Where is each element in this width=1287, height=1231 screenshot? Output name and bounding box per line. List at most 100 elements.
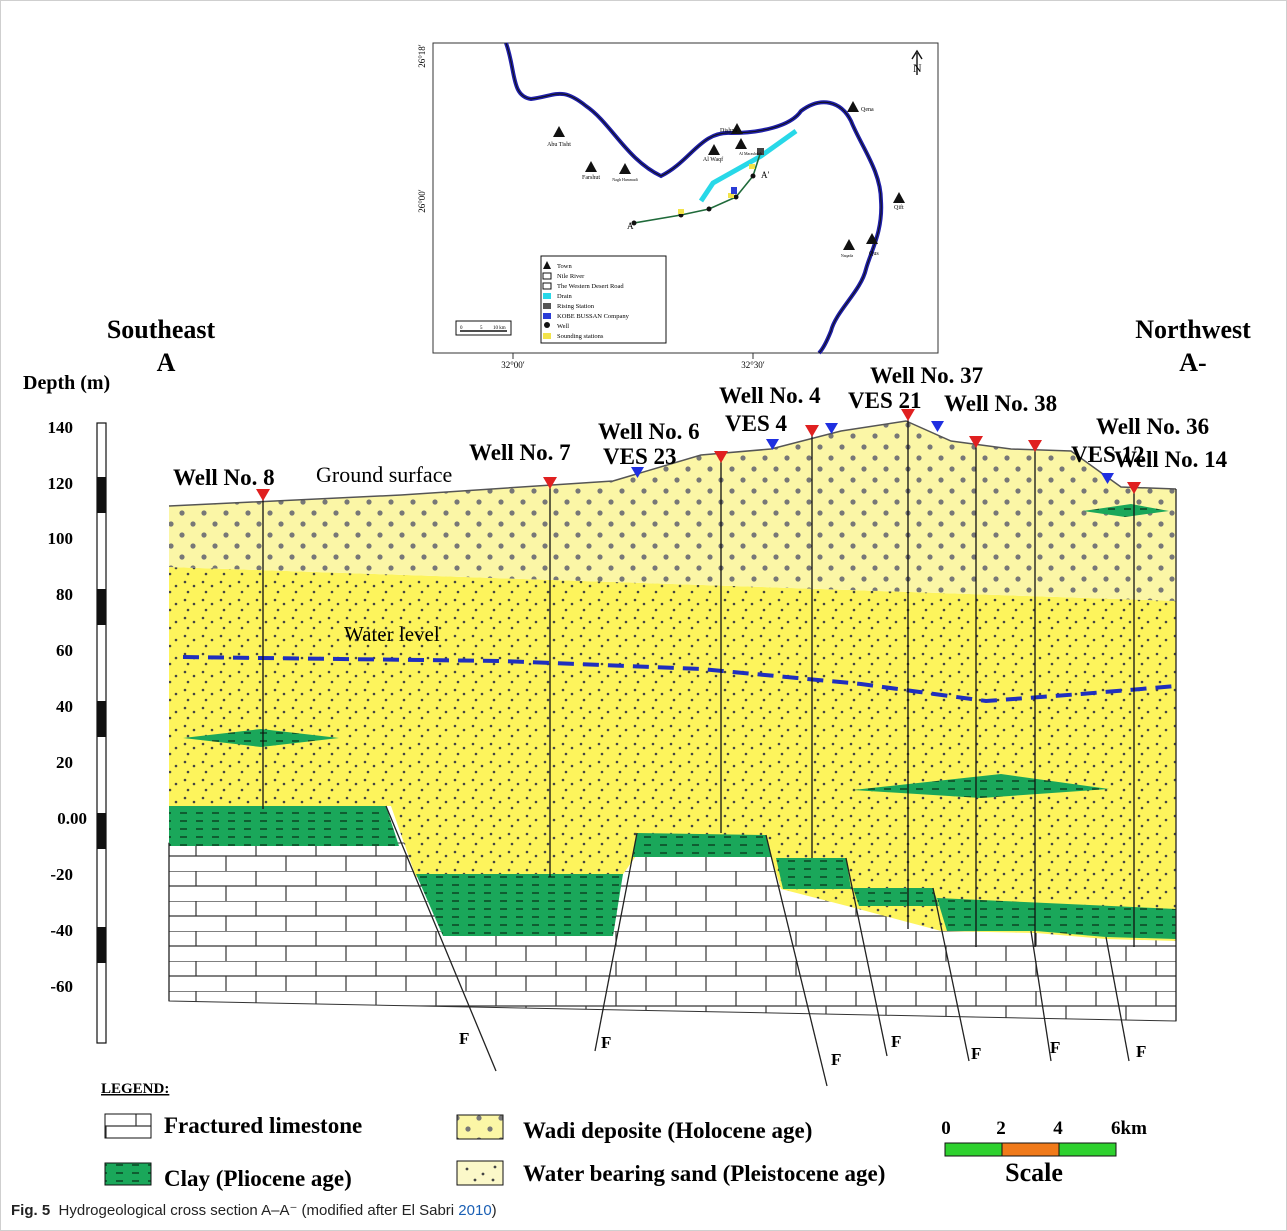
cross-section: F F F F F F F Water level Ground surface	[168, 363, 1228, 1087]
fault-line	[385, 805, 497, 1072]
well-lines	[262, 420, 1135, 947]
depth-scale-block	[97, 701, 106, 737]
sounding-station	[678, 209, 684, 214]
town-qena: Qena	[861, 107, 874, 113]
section-a-label: A	[157, 348, 176, 377]
ves-label: VES 23	[603, 444, 677, 469]
map-scale-tick: 0	[460, 326, 463, 331]
north-label: N	[913, 61, 922, 75]
figure-caption: Fig. 5 Hydrogeological cross section A–A…	[11, 1201, 497, 1219]
legend-title: LEGEND:	[101, 1081, 169, 1097]
legend-well-icon	[544, 322, 550, 328]
sounding-station	[728, 193, 734, 198]
lat-label-2: 26°00′	[417, 189, 427, 213]
well-label: Well No. 36	[1096, 414, 1209, 439]
kobe-bussan-marker	[731, 187, 737, 194]
well-label: Well No. 37	[870, 363, 983, 388]
legend-rising-station-icon	[543, 303, 551, 309]
town-qus: Qus	[869, 251, 879, 257]
ves-marker-icon	[825, 423, 838, 434]
fault-line	[1105, 936, 1130, 1062]
lat-label-1: 26°18′	[417, 44, 427, 68]
fault-label: F	[601, 1033, 611, 1052]
map-legend-item: The Western Desert Road	[557, 283, 624, 290]
location-map: 26°18′ 26°00′ 32°00′ 32°30′ A A′ Qena Di…	[417, 42, 939, 370]
lon-label-2: 32°30′	[741, 360, 765, 370]
section-point	[750, 173, 756, 179]
town-dishna: Dishna	[720, 128, 737, 134]
map-scale-tick: 5	[480, 326, 483, 331]
depth-tick: 60	[56, 641, 73, 660]
well-label: Well No. 4	[719, 383, 821, 408]
legend-river-icon	[542, 272, 552, 280]
depth-tick: 40	[56, 697, 73, 716]
fault-lines	[168, 489, 1177, 1087]
section-point	[631, 220, 637, 226]
ves-marker-icon	[766, 439, 779, 450]
town-nagh-hammadi: Nagh Hammadi	[612, 177, 638, 182]
ground-surface-label: Ground surface	[316, 462, 452, 487]
legend-item-clay: Clay (Pliocene age)	[164, 1166, 352, 1191]
map-legend-item: Sounding stations	[557, 333, 604, 340]
wadi-deposit-layer	[169, 421, 1176, 601]
well-marker-icon	[969, 436, 983, 448]
depth-scale-block	[97, 927, 106, 963]
well-marker-icon	[543, 477, 557, 489]
depth-tick: 100	[48, 529, 74, 548]
depth-tick: 120	[48, 474, 74, 493]
wadi-swatch-icon	[456, 1114, 504, 1140]
legend-company-icon	[543, 313, 551, 319]
drain	[698, 128, 798, 203]
southeast-label: Southeast	[107, 315, 216, 344]
well-marker-icon	[256, 489, 270, 501]
fault-line	[765, 834, 828, 1087]
clay-lens	[183, 729, 339, 747]
section-line-a-a	[633, 150, 762, 224]
clay-swatch-icon	[104, 1162, 152, 1186]
section-legend: LEGEND: Fractured limestone Wadi deposit…	[101, 1081, 885, 1191]
well-label: Well No. 8	[173, 465, 275, 490]
depth-tick: -60	[50, 977, 73, 996]
town-farshut: Farshut	[582, 175, 600, 181]
clay-lens	[853, 774, 1109, 798]
map-legend-item: Town	[557, 263, 572, 270]
section-point	[706, 206, 712, 212]
town-icon	[847, 101, 859, 112]
northwest-label: Northwest	[1135, 315, 1251, 344]
well-label: Well No. 7	[469, 440, 571, 465]
caption-end: )	[491, 1202, 497, 1219]
sounding-station	[749, 164, 755, 169]
well-label: Well No. 14	[1114, 447, 1228, 472]
cross-section-figure: 26°18′ 26°00′ 32°00′ 32°30′ A A′ Qena Di…	[23, 42, 1251, 1191]
town-icon	[731, 123, 743, 134]
map-legend-item: Well	[557, 323, 569, 330]
water-level-label: Water level	[344, 622, 440, 646]
well-marker-icon	[714, 451, 728, 463]
legend-item-wadi: Wadi deposite (Holocene age)	[523, 1118, 812, 1143]
map-scalebar: 0 5 10 km	[455, 320, 512, 336]
ves-label: VES 4	[725, 411, 787, 436]
fault-line	[845, 857, 888, 1057]
clay-lens	[1083, 504, 1169, 517]
lon-label-1: 32°00′	[501, 360, 525, 370]
town-icon	[893, 192, 905, 203]
fault-label: F	[891, 1032, 901, 1051]
town-icon	[553, 126, 565, 137]
scale-tick: 6km	[1111, 1118, 1147, 1139]
ves-label: VES 21	[848, 388, 922, 413]
town-al-marashdah: Al Marashdah	[739, 151, 762, 156]
legend-road-icon	[542, 282, 552, 290]
clay-block	[853, 888, 939, 906]
town-qift: Qift	[894, 204, 904, 211]
fault-line	[932, 887, 970, 1062]
fault-line	[1030, 930, 1052, 1062]
depth-tick: 20	[56, 753, 73, 772]
north-arrow-icon: N	[911, 49, 923, 75]
ves-label: VES 12	[1071, 442, 1145, 467]
town-icon	[585, 161, 597, 172]
scale-tick: 2	[996, 1118, 1006, 1139]
depth-tick: -40	[50, 921, 73, 940]
caption-reference-link[interactable]: 2010	[458, 1202, 492, 1219]
section-a-prime-label: A-	[1179, 348, 1206, 377]
